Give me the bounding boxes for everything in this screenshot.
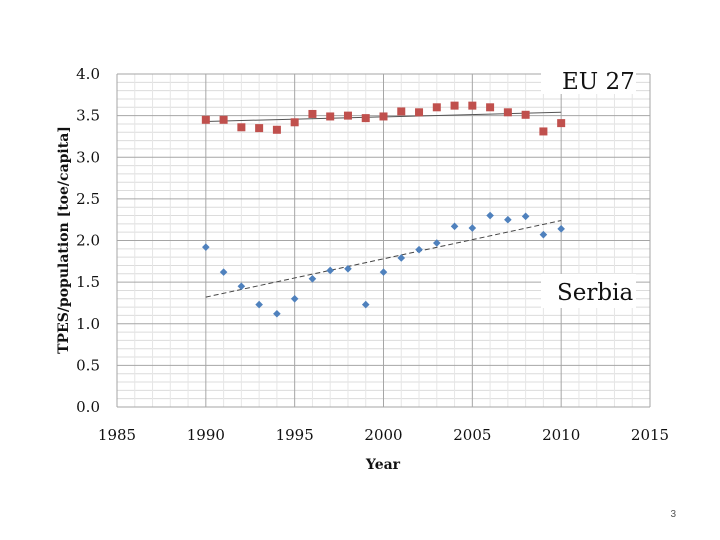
y-tick-label: 3.0 bbox=[76, 148, 100, 166]
x-tick-label: 2015 bbox=[631, 426, 669, 444]
serbia-data-point bbox=[308, 274, 317, 283]
y-tick-label: 2.5 bbox=[76, 190, 100, 208]
eu27-data-point bbox=[379, 112, 388, 121]
serbia-data-point bbox=[379, 268, 388, 276]
grid bbox=[116, 73, 651, 408]
x-tick-label: 1990 bbox=[187, 426, 225, 444]
eu27-data-point bbox=[415, 108, 424, 117]
y-tick-label: 2.0 bbox=[76, 232, 100, 250]
y-tick-label: 3.5 bbox=[76, 107, 100, 125]
serbia-data-point bbox=[415, 245, 423, 254]
eu27-data-point bbox=[468, 101, 477, 110]
eu27-data-point bbox=[503, 108, 512, 117]
eu27-data-point bbox=[521, 110, 530, 119]
serbia-data-point bbox=[468, 224, 477, 232]
serbia-data-point bbox=[504, 215, 512, 224]
y-tick-label: 0.0 bbox=[76, 398, 100, 416]
eu27-data-point bbox=[361, 114, 370, 123]
data-markers bbox=[201, 101, 566, 318]
serbia-data-point bbox=[326, 266, 334, 275]
y-axis-title: TPES/population [toe/capita] bbox=[56, 126, 72, 354]
serbia-data-point bbox=[521, 212, 530, 221]
eu27-data-point bbox=[237, 123, 246, 132]
x-tick-label: 2000 bbox=[364, 426, 402, 444]
serbia-data-point bbox=[486, 211, 494, 220]
x-tick-label: 2005 bbox=[453, 426, 491, 444]
serbia-data-point bbox=[539, 230, 548, 239]
eu27-data-point bbox=[539, 127, 548, 136]
serbia-data-point bbox=[450, 222, 459, 231]
eu27-data-point bbox=[290, 118, 299, 127]
eu27-label-box bbox=[541, 60, 636, 94]
y-tick-label: 0.5 bbox=[76, 356, 100, 374]
y-axis-ticks: 0.0 0.5 1.0 1.5 2.0 2.5 3.0 3.5 4.0 bbox=[76, 65, 100, 416]
serbia-data-point bbox=[219, 268, 228, 276]
eu27-data-point bbox=[201, 115, 210, 124]
x-axis-title: Year bbox=[365, 457, 401, 473]
eu27-data-point bbox=[450, 101, 459, 110]
eu27-data-point bbox=[343, 111, 352, 120]
y-tick-label: 1.0 bbox=[76, 315, 100, 333]
serbia-data-point bbox=[397, 254, 406, 262]
serbia-data-point bbox=[361, 300, 370, 309]
serbia-data-point bbox=[237, 282, 246, 291]
y-tick-label: 4.0 bbox=[76, 65, 100, 83]
serbia-data-point bbox=[433, 239, 441, 247]
eu27-data-point bbox=[308, 109, 317, 118]
serbia-data-point bbox=[202, 243, 210, 251]
eu27-data-point bbox=[397, 107, 406, 116]
serbia-data-point bbox=[290, 294, 299, 303]
x-axis-ticks: 1985 1990 1995 2000 2005 2010 2015 bbox=[98, 426, 669, 444]
serbia-data-point bbox=[344, 265, 352, 273]
eu27-data-point bbox=[272, 125, 281, 134]
x-tick-label: 1985 bbox=[98, 426, 136, 444]
serbia-data-point bbox=[273, 309, 281, 318]
eu27-data-point bbox=[326, 112, 335, 121]
eu27-data-point bbox=[219, 115, 228, 124]
eu27-data-point bbox=[486, 103, 495, 112]
serbia-trendline bbox=[205, 220, 562, 298]
serbia-label-box bbox=[541, 274, 636, 308]
page-number: 3 bbox=[670, 509, 676, 520]
eu27-data-point bbox=[432, 103, 441, 112]
y-tick-label: 1.5 bbox=[76, 273, 100, 291]
series-label-eu27: EU 27 bbox=[562, 69, 635, 95]
series-label-serbia: Serbia bbox=[557, 280, 633, 306]
serbia-data-point bbox=[557, 225, 565, 233]
serbia-data-point bbox=[255, 300, 263, 309]
x-tick-label: 1995 bbox=[276, 426, 314, 444]
eu27-data-point bbox=[557, 119, 566, 128]
eu27-data-point bbox=[255, 124, 264, 133]
x-tick-label: 2010 bbox=[542, 426, 580, 444]
